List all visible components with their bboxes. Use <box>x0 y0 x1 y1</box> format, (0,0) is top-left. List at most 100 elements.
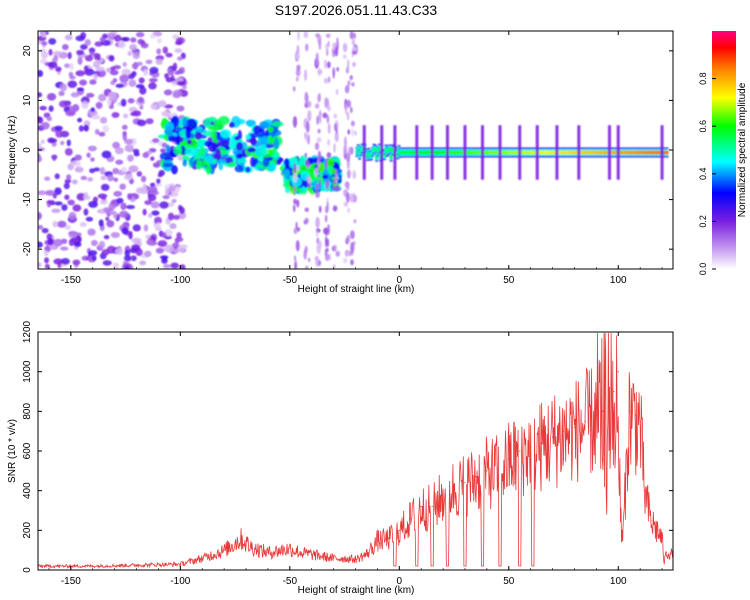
heatmap-blob <box>172 62 178 71</box>
heatmap-blob <box>173 214 180 220</box>
heatmap-blob <box>124 173 133 181</box>
heatmap-blob <box>98 93 107 102</box>
heatmap-blob <box>160 148 166 153</box>
heatmap-blob <box>161 232 167 239</box>
heatmap-blob <box>136 119 147 127</box>
heatmap-blob <box>167 212 175 221</box>
snr-data-point <box>289 547 291 549</box>
heatmap-blob <box>80 175 88 181</box>
heatmap-blob <box>353 219 357 224</box>
colorbar-tick-label: 0.6 <box>698 120 708 133</box>
heatmap-blob <box>93 52 99 60</box>
heatmap-blob <box>177 56 183 61</box>
heatmap-blob <box>87 145 97 152</box>
heatmap-blob <box>113 177 119 182</box>
heatmap-blob <box>174 248 179 254</box>
heatmap-y-tick-label: 0 <box>22 147 33 153</box>
heatmap-blob <box>124 144 135 153</box>
heatmap-blob <box>343 257 348 264</box>
heatmap-blob <box>145 234 151 239</box>
heatmap-blob <box>324 235 328 248</box>
heatmap-blob <box>112 65 122 70</box>
heatmap-blob <box>165 144 171 154</box>
heatmap-blob <box>218 158 224 171</box>
heatmap-blob <box>318 67 321 77</box>
heatmap-blob <box>38 262 42 268</box>
snr-data-point <box>409 517 411 520</box>
snr-series-line <box>38 332 673 570</box>
heatmap-blob <box>121 166 128 173</box>
heatmap-blob <box>60 258 70 265</box>
heatmap-blob <box>142 183 147 192</box>
heatmap-blob <box>124 265 130 269</box>
heatmap-x-axis-label: Height of straight line (km) <box>298 284 415 295</box>
heatmap-blob <box>94 129 100 135</box>
heatmap-blob <box>317 150 322 162</box>
heatmap-blob <box>38 142 42 148</box>
heatmap-blob <box>143 224 149 232</box>
heatmap-y-tick-label: 20 <box>22 45 33 57</box>
snr-data-point <box>343 557 346 559</box>
colorbar: 0.0 0.2 0.4 0.6 0.8 Normalized spectral ampl… <box>698 31 748 275</box>
heatmap-blob <box>147 212 153 218</box>
heatmap-blob <box>84 54 94 62</box>
snr-data-point <box>442 494 444 496</box>
heatmap-blob <box>342 42 348 53</box>
heatmap-blob <box>44 176 51 181</box>
heatmap-x-tick-label: 0 <box>397 275 403 286</box>
heatmap-blob <box>78 125 84 132</box>
snr-data-point <box>376 539 378 541</box>
heatmap-blob <box>112 262 119 269</box>
heatmap-blob <box>106 219 115 228</box>
heatmap-blob <box>61 204 68 211</box>
heatmap-blob <box>44 257 50 264</box>
snr-data-point <box>551 436 554 438</box>
heatmap-blob <box>175 126 182 132</box>
colorbar-tick-label: 0.4 <box>698 168 708 181</box>
heatmap-blob <box>335 250 341 257</box>
heatmap-blob <box>325 33 331 39</box>
heatmap-blob <box>64 63 70 69</box>
heatmap-blob <box>150 201 160 209</box>
heatmap-blob <box>309 172 315 180</box>
heatmap-blob <box>205 164 212 175</box>
heatmap-blob <box>71 179 78 185</box>
heatmap-blob <box>139 105 144 110</box>
heatmap-blob <box>335 184 340 192</box>
heatmap-blob <box>304 159 310 167</box>
heatmap-blob <box>130 111 139 117</box>
heatmap-band-spike <box>535 125 539 180</box>
heatmap-blob <box>72 259 81 266</box>
heatmap-blob <box>88 250 98 256</box>
heatmap-blob <box>315 33 321 38</box>
heatmap-blob <box>115 83 124 88</box>
heatmap-blob <box>175 135 181 146</box>
heatmap-blob <box>180 145 186 155</box>
snr-data-point <box>608 400 611 403</box>
heatmap-blob <box>73 241 82 248</box>
heatmap-blob <box>254 145 262 156</box>
heatmap-y-axis-label: Frequency (Hz) <box>7 116 18 185</box>
snr-data-point <box>241 537 243 539</box>
heatmap-blob <box>119 183 126 190</box>
heatmap-ticks <box>38 31 673 269</box>
heatmap-blob <box>178 211 187 220</box>
heatmap-blob <box>48 61 58 69</box>
heatmap-blob <box>120 202 127 211</box>
heatmap-blob <box>106 32 116 38</box>
heatmap-blob <box>162 256 168 262</box>
heatmap-blob <box>106 99 112 106</box>
heatmap-blob <box>131 62 139 70</box>
heatmap-blob <box>150 156 155 161</box>
heatmap-blob <box>333 244 337 252</box>
heatmap-blob <box>127 154 134 162</box>
heatmap-blob <box>168 185 176 192</box>
heatmap-blob <box>319 240 322 249</box>
snr-data-point <box>92 565 94 567</box>
snr-frame <box>37 331 674 571</box>
heatmap-blob <box>351 82 355 87</box>
heatmap-blob <box>234 136 240 141</box>
heatmap-blob <box>156 178 161 184</box>
heatmap-blob <box>66 139 71 147</box>
heatmap-blob <box>38 69 44 78</box>
